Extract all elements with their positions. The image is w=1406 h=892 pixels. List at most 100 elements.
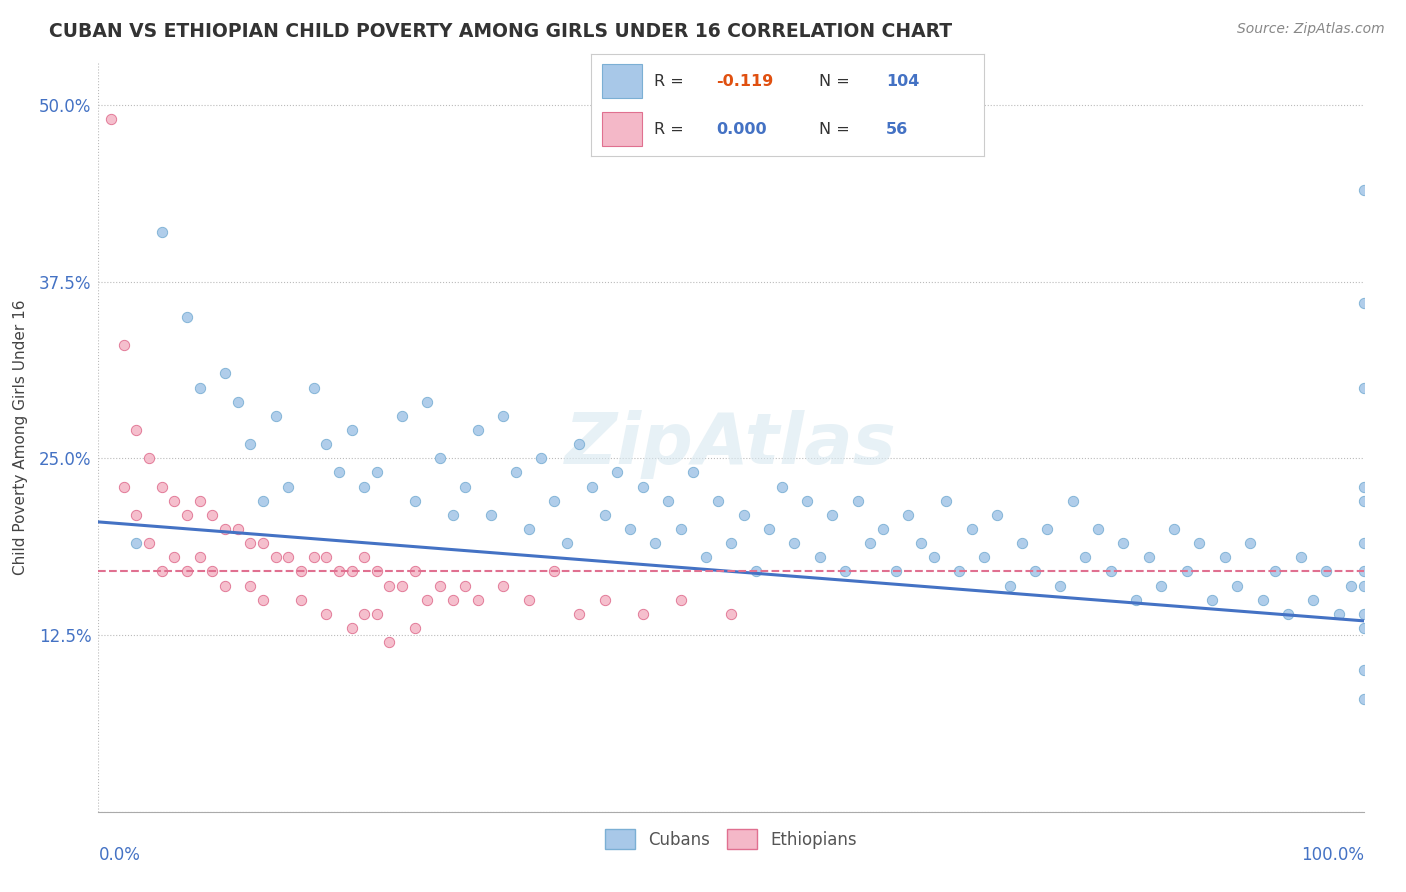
Text: N =: N = <box>818 122 855 137</box>
Text: 104: 104 <box>886 74 920 88</box>
Point <box>454 479 477 493</box>
Point <box>517 592 540 607</box>
Point <box>441 508 464 522</box>
Point <box>226 522 249 536</box>
Point <box>252 592 274 607</box>
Point <box>517 522 540 536</box>
Point <box>366 466 388 480</box>
Point <box>1277 607 1299 621</box>
Point <box>391 409 413 423</box>
Point <box>568 437 591 451</box>
Point <box>214 367 236 381</box>
Point <box>1099 565 1122 579</box>
Point <box>581 479 603 493</box>
Point <box>986 508 1008 522</box>
Point <box>441 592 464 607</box>
Point <box>1340 578 1362 592</box>
Point <box>555 536 578 550</box>
Point <box>1125 592 1147 607</box>
Point <box>1201 592 1223 607</box>
Text: N =: N = <box>818 74 855 88</box>
Point <box>150 479 173 493</box>
Point <box>226 394 249 409</box>
Point <box>340 621 363 635</box>
Point <box>353 607 375 621</box>
Point <box>1062 493 1084 508</box>
Point <box>467 592 489 607</box>
Point <box>290 592 312 607</box>
Point <box>290 565 312 579</box>
Point <box>1163 522 1185 536</box>
Point <box>340 423 363 437</box>
Point <box>1112 536 1135 550</box>
Point <box>391 578 413 592</box>
Point <box>1188 536 1211 550</box>
Point <box>1353 381 1375 395</box>
Point <box>530 451 553 466</box>
Point <box>1226 578 1249 592</box>
Point <box>1264 565 1286 579</box>
Point <box>188 493 211 508</box>
Point <box>416 592 439 607</box>
Point <box>479 508 502 522</box>
Y-axis label: Child Poverty Among Girls Under 16: Child Poverty Among Girls Under 16 <box>13 300 28 574</box>
Point <box>188 381 211 395</box>
Point <box>112 479 135 493</box>
Point <box>239 536 262 550</box>
Text: 100.0%: 100.0% <box>1301 847 1364 864</box>
Point <box>125 508 148 522</box>
Point <box>1353 536 1375 550</box>
Point <box>543 565 565 579</box>
Point <box>948 565 970 579</box>
Point <box>1353 578 1375 592</box>
Point <box>214 578 236 592</box>
Point <box>315 607 337 621</box>
Point <box>239 578 262 592</box>
Point <box>910 536 932 550</box>
Point <box>366 607 388 621</box>
Point <box>1213 550 1236 565</box>
Point <box>302 381 325 395</box>
Point <box>404 493 426 508</box>
Point <box>378 578 401 592</box>
Point <box>973 550 995 565</box>
Point <box>745 565 768 579</box>
Point <box>366 565 388 579</box>
Point <box>720 536 742 550</box>
Point <box>163 550 186 565</box>
Text: R =: R = <box>654 74 689 88</box>
Point <box>707 493 730 508</box>
Point <box>568 607 591 621</box>
Point <box>1353 691 1375 706</box>
Point <box>695 550 717 565</box>
Point <box>1137 550 1160 565</box>
Point <box>252 493 274 508</box>
Point <box>758 522 780 536</box>
Text: 56: 56 <box>886 122 908 137</box>
Point <box>1353 183 1375 197</box>
Point <box>720 607 742 621</box>
Point <box>770 479 793 493</box>
Legend: Cubans, Ethiopians: Cubans, Ethiopians <box>599 822 863 855</box>
Point <box>1049 578 1071 592</box>
Point <box>1353 664 1375 678</box>
Bar <box>602 112 641 145</box>
Point <box>201 508 224 522</box>
Point <box>467 423 489 437</box>
Point <box>606 466 628 480</box>
Point <box>163 493 186 508</box>
Point <box>998 578 1021 592</box>
Point <box>315 550 337 565</box>
Text: ZipAtlas: ZipAtlas <box>565 409 897 479</box>
Point <box>935 493 957 508</box>
Point <box>669 592 692 607</box>
Point <box>1239 536 1261 550</box>
Point <box>315 437 337 451</box>
Text: Source: ZipAtlas.com: Source: ZipAtlas.com <box>1237 22 1385 37</box>
Point <box>277 479 299 493</box>
Point <box>1315 565 1337 579</box>
Point <box>176 508 198 522</box>
Point <box>1150 578 1173 592</box>
Point <box>1289 550 1312 565</box>
Point <box>404 565 426 579</box>
